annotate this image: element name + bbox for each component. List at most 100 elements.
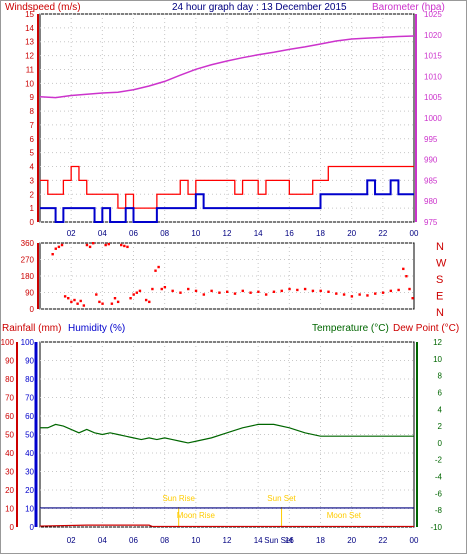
direction-point [366,294,369,297]
rain-y-tick-label: 0 [10,523,15,532]
direction-point [123,244,126,248]
temp-x-tick-label: 12 [223,536,232,545]
wind-x-tick-label: 14 [254,229,263,238]
sunset-axis-label: Sun Set [264,536,293,545]
temp-x-tick-label: 20 [347,536,356,545]
direction-point [116,300,120,304]
direction-point [129,297,132,300]
temp-x-tick-label: 16 [285,536,294,545]
direction-point [104,243,107,247]
wind-x-tick-label: 02 [67,229,76,238]
temp-y-tick-label: 12 [433,338,442,347]
direction-point [389,289,393,293]
humidity-y-tick-label: 40 [25,449,34,458]
humidity-y-tick-label: 20 [25,486,34,495]
rain-y-tick-label: 20 [5,486,14,495]
wind-y-tick-label: 3 [30,176,35,185]
wind-y-tick-label: 6 [30,135,35,144]
temp-y-tick-label: 10 [433,355,442,364]
humidity-y-tick-label: 100 [21,338,35,347]
compass-label: N [436,241,444,253]
wind-y-tick-label: 9 [30,93,35,102]
compass-label: W [436,258,447,270]
direction-point [163,286,167,289]
direction-point [335,292,338,295]
wind-x-tick-label: 20 [347,229,356,238]
direction-point [210,289,213,293]
direction-point [98,300,101,304]
wind-average-line [40,179,414,223]
wind-y-tick-label: 15 [25,10,34,19]
direction-point [249,291,252,294]
wind-x-tick-label: 00 [410,229,419,238]
barometer-y-tick-label: 1020 [424,31,442,40]
rain-y-tick-label: 100 [1,338,15,347]
direction-point [73,298,76,302]
wind-x-tick-label: 08 [160,229,169,238]
temp-x-tick-label: 18 [316,536,325,545]
wind-x-tick-label: 12 [223,229,232,238]
rain-y-tick-label: 50 [5,431,14,440]
direction-point [70,300,73,304]
direction-point [57,245,61,249]
direction-point [88,245,92,249]
direction-point [63,295,67,298]
wind-y-tick-label: 10 [25,79,34,88]
humidity-y-tick-label: 10 [25,505,34,514]
direction-point [138,289,142,293]
wind-y-tick-label: 2 [30,190,35,199]
temp-y-tick-label: -8 [435,506,443,515]
moonrise-label: Moon Rise [177,511,216,520]
sunset-label: Sun Set [267,494,296,503]
direction-point [319,289,322,293]
temperature-axis-title: Temperature (°C) [312,323,389,334]
direction-point [187,287,190,291]
barometer-y-tick-label: 995 [424,135,438,144]
rain-y-tick-label: 10 [5,505,14,514]
rainfall-axis-title: Rainfall (mm) [2,323,61,334]
direction-point [405,275,408,278]
direction-point [272,290,276,293]
direction-point [107,242,110,246]
compass-label: N [436,307,444,319]
temp-y-tick-label: 6 [438,388,443,397]
direction-point [79,299,82,303]
barometer-y-tick-label: 975 [424,218,438,227]
direction-y-tick-label: 180 [21,272,35,281]
temp-y-tick-label: -2 [435,456,443,465]
temp-x-tick-label: 14 [254,536,263,545]
temp-x-tick-label: 02 [67,536,76,545]
wind-x-tick-label: 16 [285,229,294,238]
temp-y-tick-label: 8 [438,372,443,381]
windspeed-axis-title: Windspeed (m/s) [5,2,81,13]
direction-point [85,243,89,247]
direction-point [296,288,299,292]
direction-point [408,287,411,291]
direction-y-tick-label: 90 [25,289,34,298]
wind-y-tick-label: 8 [30,107,35,116]
wind-y-tick-label: 1 [30,204,35,213]
direction-point [288,287,291,291]
humidity-y-tick-label: 30 [25,468,34,477]
wind-x-tick-label: 18 [316,229,325,238]
direction-point [144,298,148,302]
barometer-y-tick-label: 1000 [424,114,442,123]
temp-y-tick-label: -6 [435,489,443,498]
wind-gust-line [40,165,414,209]
barometer-line [39,35,415,99]
direction-point [160,287,163,291]
humidity-y-tick-label: 0 [30,523,35,532]
wind-barometer-panel: 0123456789101112131415975980985990995100… [25,10,442,238]
temp-x-tick-label: 10 [191,536,200,545]
direction-point [110,302,114,305]
rain-y-tick-label: 70 [5,394,14,403]
direction-point [402,267,405,271]
wind-x-tick-label: 04 [98,229,107,238]
wind-y-tick-label: 14 [25,24,34,33]
barometer-axis-title: Barometer (hpa) [372,2,445,13]
wind-y-tick-label: 12 [25,52,34,61]
wind-x-tick-label: 10 [191,229,200,238]
